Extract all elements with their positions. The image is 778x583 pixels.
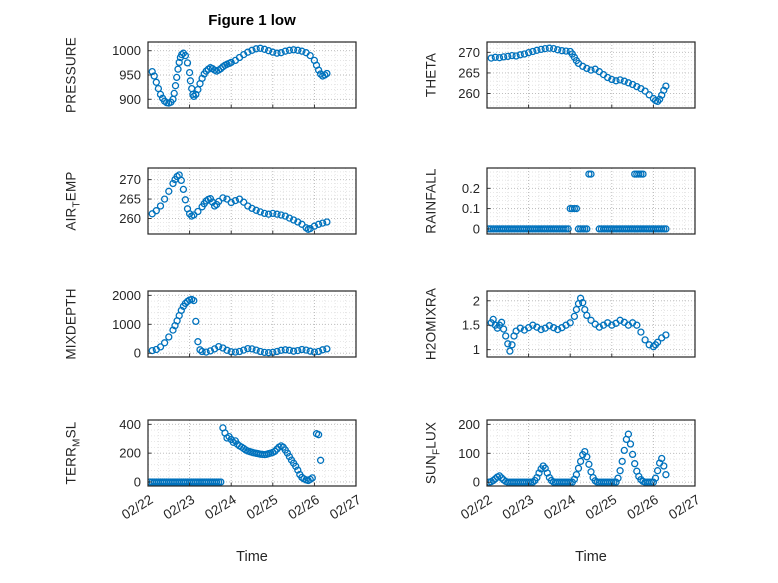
subplot-rainfall: 0 0.1 0.2 xyxy=(462,167,696,236)
minor-grid xyxy=(487,168,695,234)
tick-marks xyxy=(486,51,696,108)
y-tick-label: 260 xyxy=(458,86,480,101)
major-grid xyxy=(487,291,695,357)
tick-marks xyxy=(147,179,357,234)
ylabel-text: H2OMIXRA xyxy=(423,287,439,361)
y-tick-label: 0 xyxy=(134,346,141,361)
y-tick-label: 0.1 xyxy=(462,201,480,216)
tick-marks xyxy=(147,423,357,486)
x-tick-label: 02/26 xyxy=(285,492,322,523)
ylabel-text: EMP xyxy=(63,171,79,202)
markers-sun_flux xyxy=(487,430,670,486)
y-tick-label: 1.5 xyxy=(462,318,480,333)
xlabel-time-left: Time xyxy=(236,549,268,565)
y-tick-label: 2 xyxy=(473,293,480,308)
markers-air_temp xyxy=(148,171,331,233)
y-tick-label: 900 xyxy=(119,92,141,107)
minor-grid xyxy=(148,168,356,234)
markers-theta xyxy=(487,44,670,106)
y-tick-label: 0 xyxy=(473,475,480,490)
subplot-terr_msl: 0 200 400 02/22 02/23 02/24 02/25 02/26 02/27 xyxy=(119,417,364,523)
tick-marks xyxy=(486,187,696,234)
ylabel-theta: THETA xyxy=(424,53,443,97)
ylabel-air-temp: AIRTEMP xyxy=(64,171,83,230)
subplot-pressure: 900 950 1000 xyxy=(112,41,357,109)
minor-grid xyxy=(487,291,695,357)
major-grid xyxy=(148,291,356,357)
ylabel-text: AIR xyxy=(63,207,79,231)
subplot-mixdepth: 0 1000 2000 xyxy=(112,288,357,361)
markers-pressure xyxy=(148,44,331,107)
y-tick-label: 200 xyxy=(119,446,141,461)
ylabel-text: TERR xyxy=(63,446,79,485)
y-tick-label: 0.2 xyxy=(462,181,480,196)
ylabel-text: LUX xyxy=(423,421,439,449)
markers-h2omixra xyxy=(487,294,670,355)
ylabel-h2omixra: H2OMIXRA xyxy=(424,288,443,360)
ylabel-text: RAINFALL xyxy=(423,168,439,234)
x-tick-label: 02/26 xyxy=(624,492,661,523)
y-tick-label: 270 xyxy=(119,172,141,187)
tick-marks xyxy=(147,294,357,357)
y-tick-label: 950 xyxy=(119,68,141,83)
markers-terr_msl xyxy=(148,424,325,486)
subplot-h2omixra: 11.52 xyxy=(462,290,696,358)
x-tick-label: 02/22 xyxy=(458,492,495,523)
y-tick-label: 400 xyxy=(119,417,141,432)
subplot-theta: 260 265 270 xyxy=(458,41,696,109)
tick-marks xyxy=(486,423,696,486)
x-tick-label: 02/22 xyxy=(119,492,156,523)
y-tick-label: 1000 xyxy=(112,43,141,58)
tick-marks xyxy=(147,50,357,108)
major-grid xyxy=(487,42,695,108)
y-tick-label: 1000 xyxy=(112,317,141,332)
y-tick-label: 260 xyxy=(119,211,141,226)
y-tick-label: 270 xyxy=(458,45,480,60)
ylabel-mixdepth: MIXDEPTH xyxy=(64,288,83,359)
y-tick-label: 100 xyxy=(458,446,480,461)
y-tick-label: 2000 xyxy=(112,288,141,303)
ylabel-text: MIXDEPTH xyxy=(63,288,79,360)
tick-marks xyxy=(486,300,696,357)
x-tick-label: 02/23 xyxy=(500,492,537,523)
y-tick-label: 0 xyxy=(473,221,480,236)
x-tick-label: 02/27 xyxy=(666,492,703,523)
ylabel-text: SUN xyxy=(423,455,439,485)
y-tick-label: 0 xyxy=(134,474,141,489)
ylabel-subscript: M xyxy=(71,438,83,447)
x-tick-label: 02/25 xyxy=(244,492,281,523)
subplot-sun_flux: 0 100 200 02/22 02/23 02/24 02/25 02/26 02/27 xyxy=(458,417,703,523)
y-tick-label: 1 xyxy=(473,342,480,357)
y-tick-label: 200 xyxy=(458,417,480,432)
ylabel-terr-msl: TERRMSL xyxy=(64,421,83,484)
major-grid xyxy=(487,420,695,486)
ylabel-subscript: T xyxy=(71,201,83,208)
y-tick-label: 265 xyxy=(119,192,141,207)
xlabel-time-right: Time xyxy=(575,549,607,565)
subplot-air_temp: 260 265 270 xyxy=(119,167,357,235)
x-tick-label: 02/25 xyxy=(583,492,620,523)
x-tick-label: 02/23 xyxy=(161,492,198,523)
ylabel-text: PRESSURE xyxy=(63,37,79,113)
x-tick-label: 02/24 xyxy=(541,492,578,523)
ylabel-sun-flux: SUNFLUX xyxy=(424,422,443,484)
y-tick-label: 265 xyxy=(458,65,480,80)
x-tick-label: 02/24 xyxy=(202,492,239,523)
major-grid xyxy=(487,168,695,234)
ylabel-rainfall: RAINFALL xyxy=(424,168,443,233)
ylabel-pressure: PRESSURE xyxy=(64,37,83,113)
x-tick-label: 02/27 xyxy=(327,492,364,523)
ylabel-subscript: F xyxy=(431,448,443,456)
markers-mixdepth xyxy=(148,295,331,357)
figure-title: Figure 1 low xyxy=(208,12,296,29)
ylabel-text: THETA xyxy=(423,52,439,98)
ylabel-text: SL xyxy=(63,421,79,439)
